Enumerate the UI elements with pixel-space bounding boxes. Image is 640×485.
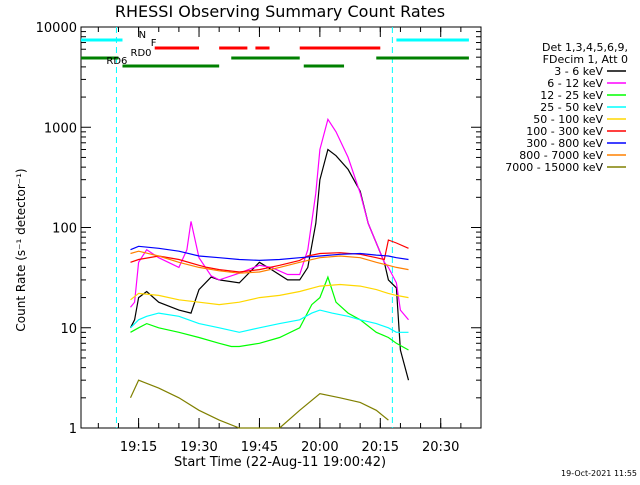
series-line [130,250,409,274]
flag-label: F [151,38,157,49]
axes-group: 19:15 19:30 19:45 20:00 20:15 20:30 1 10 100 1000… [36,21,482,455]
y-tick-label: 100 [52,222,77,237]
chart-title: RHESSI Observing Summary Count Rates [115,2,445,21]
series-line [129,148,410,381]
series-line [129,379,389,429]
legend: Det 1,3,4,5,6,9,FDecim 1, Att 03 - 6 keV… [505,41,628,174]
legend-header-line: Det 1,3,4,5,6,9, [542,41,628,54]
x-tick-label: 20:30 [422,440,459,455]
x-tick-label: 20:15 [362,440,399,455]
x-tick-label: 19:15 [120,440,157,455]
y-tick-label: 1 [69,422,77,437]
legend-entry-label: 6 - 12 keV [547,77,603,90]
series-line [130,245,409,262]
x-axis-label: Start Time (22-Aug-11 19:00:42) [174,455,386,470]
series-line [130,309,409,333]
series-line [130,117,409,321]
series-line [130,283,409,306]
legend-entry-label: 50 - 100 keV [533,113,603,126]
y-tick-label: 10000 [36,21,77,36]
legend-header-line: FDecim 1, Att 0 [543,53,628,66]
x-tick-label: 19:30 [180,440,217,455]
x-tick-label: 20:00 [301,440,338,455]
y-tick-label: 1000 [44,121,77,136]
flag-label: N [139,30,146,41]
series-line [130,275,409,351]
legend-entry-label: 7000 - 15000 keV [505,161,603,174]
series-group [129,117,410,429]
legend-entry-label: 100 - 300 keV [526,125,603,138]
legend-entry-label: 800 - 7000 keV [519,149,603,162]
legend-entry-label: 300 - 800 keV [526,137,603,150]
series-line [130,239,409,273]
plot-frame [80,26,482,429]
legend-entry-label: 3 - 6 keV [554,65,603,78]
x-tick-label: 19:45 [241,440,278,455]
legend-entry-label: 12 - 25 keV [540,89,603,102]
y-tick-label: 10 [60,322,77,337]
flag-label: RD0 [131,48,152,59]
timestamp: 19-Oct-2021 11:55 [561,469,637,478]
legend-entry-label: 25 - 50 keV [540,101,603,114]
y-axis-label: Count Rate (s⁻¹ detector⁻¹) [14,168,28,331]
flag-label: RD6 [106,56,127,67]
